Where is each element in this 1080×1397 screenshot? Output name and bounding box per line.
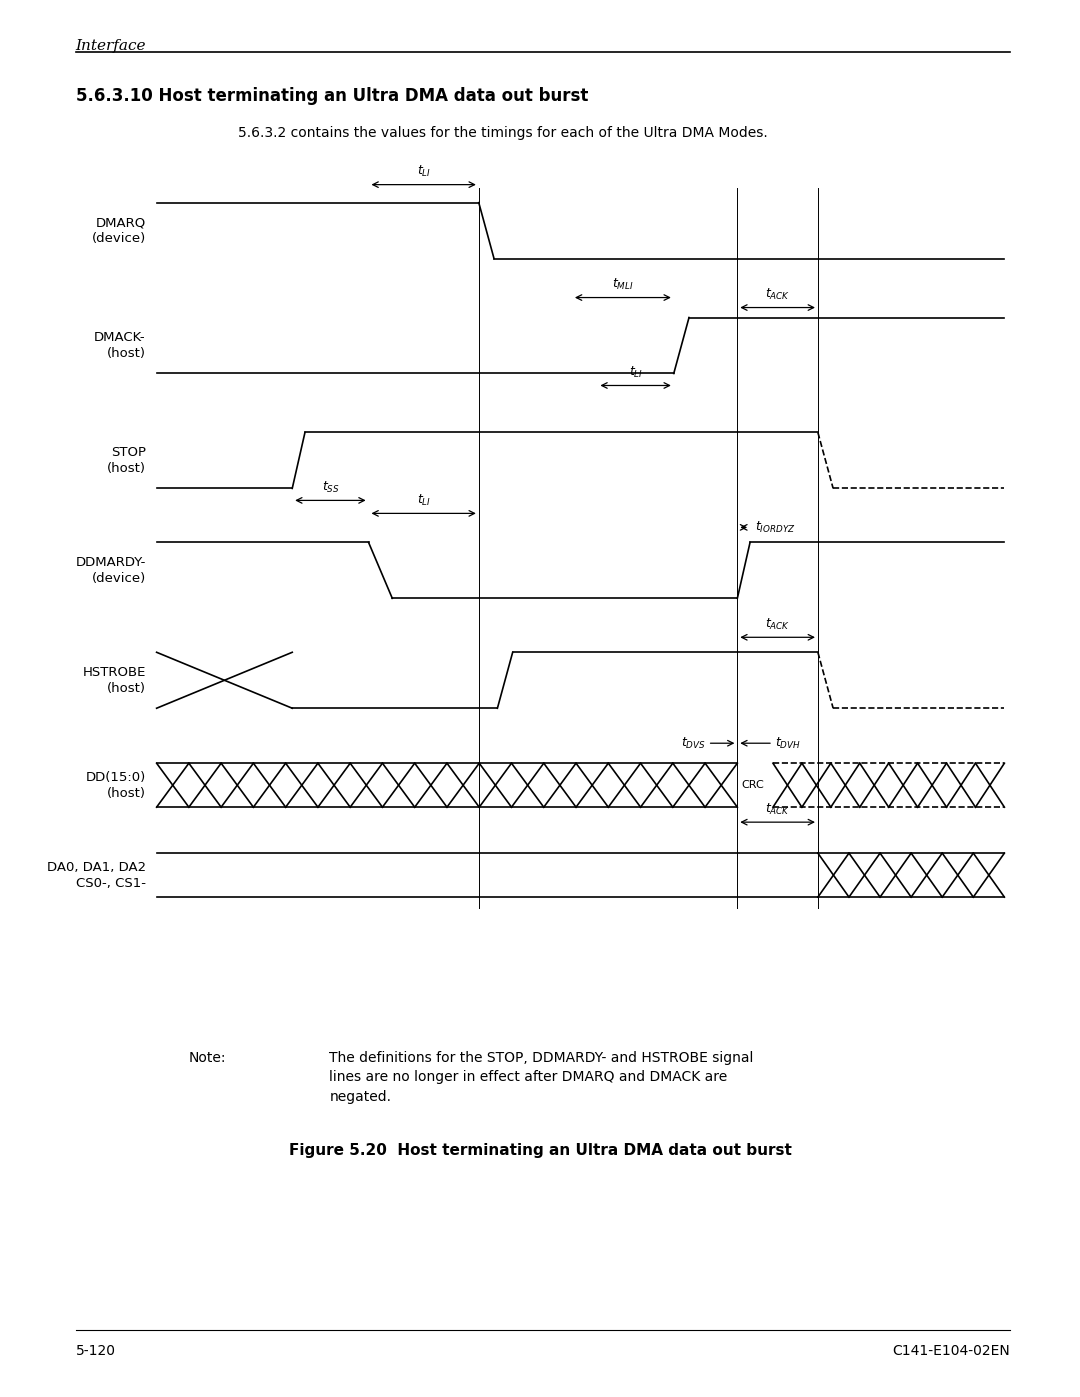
Text: Interface: Interface bbox=[76, 39, 146, 53]
Text: DDMARDY-
(device): DDMARDY- (device) bbox=[76, 556, 146, 585]
Text: 5.6.3.2 contains the values for the timings for each of the Ultra DMA Modes.: 5.6.3.2 contains the values for the timi… bbox=[238, 126, 768, 140]
Text: DD(15:0)
(host): DD(15:0) (host) bbox=[85, 771, 146, 799]
Text: $t_{DVH}$: $t_{DVH}$ bbox=[775, 736, 801, 750]
Text: STOP
(host): STOP (host) bbox=[107, 446, 146, 475]
Text: C141-E104-02EN: C141-E104-02EN bbox=[892, 1344, 1010, 1358]
Text: $t_{ACK}$: $t_{ACK}$ bbox=[765, 616, 791, 631]
Text: DMARQ
(device): DMARQ (device) bbox=[92, 217, 146, 244]
Text: $t_{MLI}$: $t_{MLI}$ bbox=[612, 277, 634, 292]
Text: Note:: Note: bbox=[189, 1051, 227, 1065]
Text: $t_{LI}$: $t_{LI}$ bbox=[629, 365, 643, 380]
Text: DMACK-
(host): DMACK- (host) bbox=[94, 331, 146, 360]
Text: 5-120: 5-120 bbox=[76, 1344, 116, 1358]
Text: The definitions for the STOP, DDMARDY- and HSTROBE signal
lines are no longer in: The definitions for the STOP, DDMARDY- a… bbox=[329, 1051, 754, 1104]
Text: $t_{LI}$: $t_{LI}$ bbox=[417, 163, 431, 179]
Text: HSTROBE
(host): HSTROBE (host) bbox=[82, 666, 146, 694]
Text: $t_{ACK}$: $t_{ACK}$ bbox=[765, 286, 791, 302]
Text: CRC: CRC bbox=[742, 780, 765, 791]
Text: Figure 5.20  Host terminating an Ultra DMA data out burst: Figure 5.20 Host terminating an Ultra DM… bbox=[288, 1143, 792, 1158]
Text: DA0, DA1, DA2
CS0-, CS1-: DA0, DA1, DA2 CS0-, CS1- bbox=[46, 861, 146, 890]
Text: 5.6.3.10 Host terminating an Ultra DMA data out burst: 5.6.3.10 Host terminating an Ultra DMA d… bbox=[76, 87, 588, 105]
Text: $t_{SS}$: $t_{SS}$ bbox=[322, 479, 339, 495]
Text: $t_{LI}$: $t_{LI}$ bbox=[417, 493, 431, 507]
Text: $t_{IORDYZ}$: $t_{IORDYZ}$ bbox=[756, 520, 796, 535]
Text: $t_{DVS}$: $t_{DVS}$ bbox=[680, 736, 705, 750]
Text: $t_{ACK}$: $t_{ACK}$ bbox=[765, 802, 791, 817]
